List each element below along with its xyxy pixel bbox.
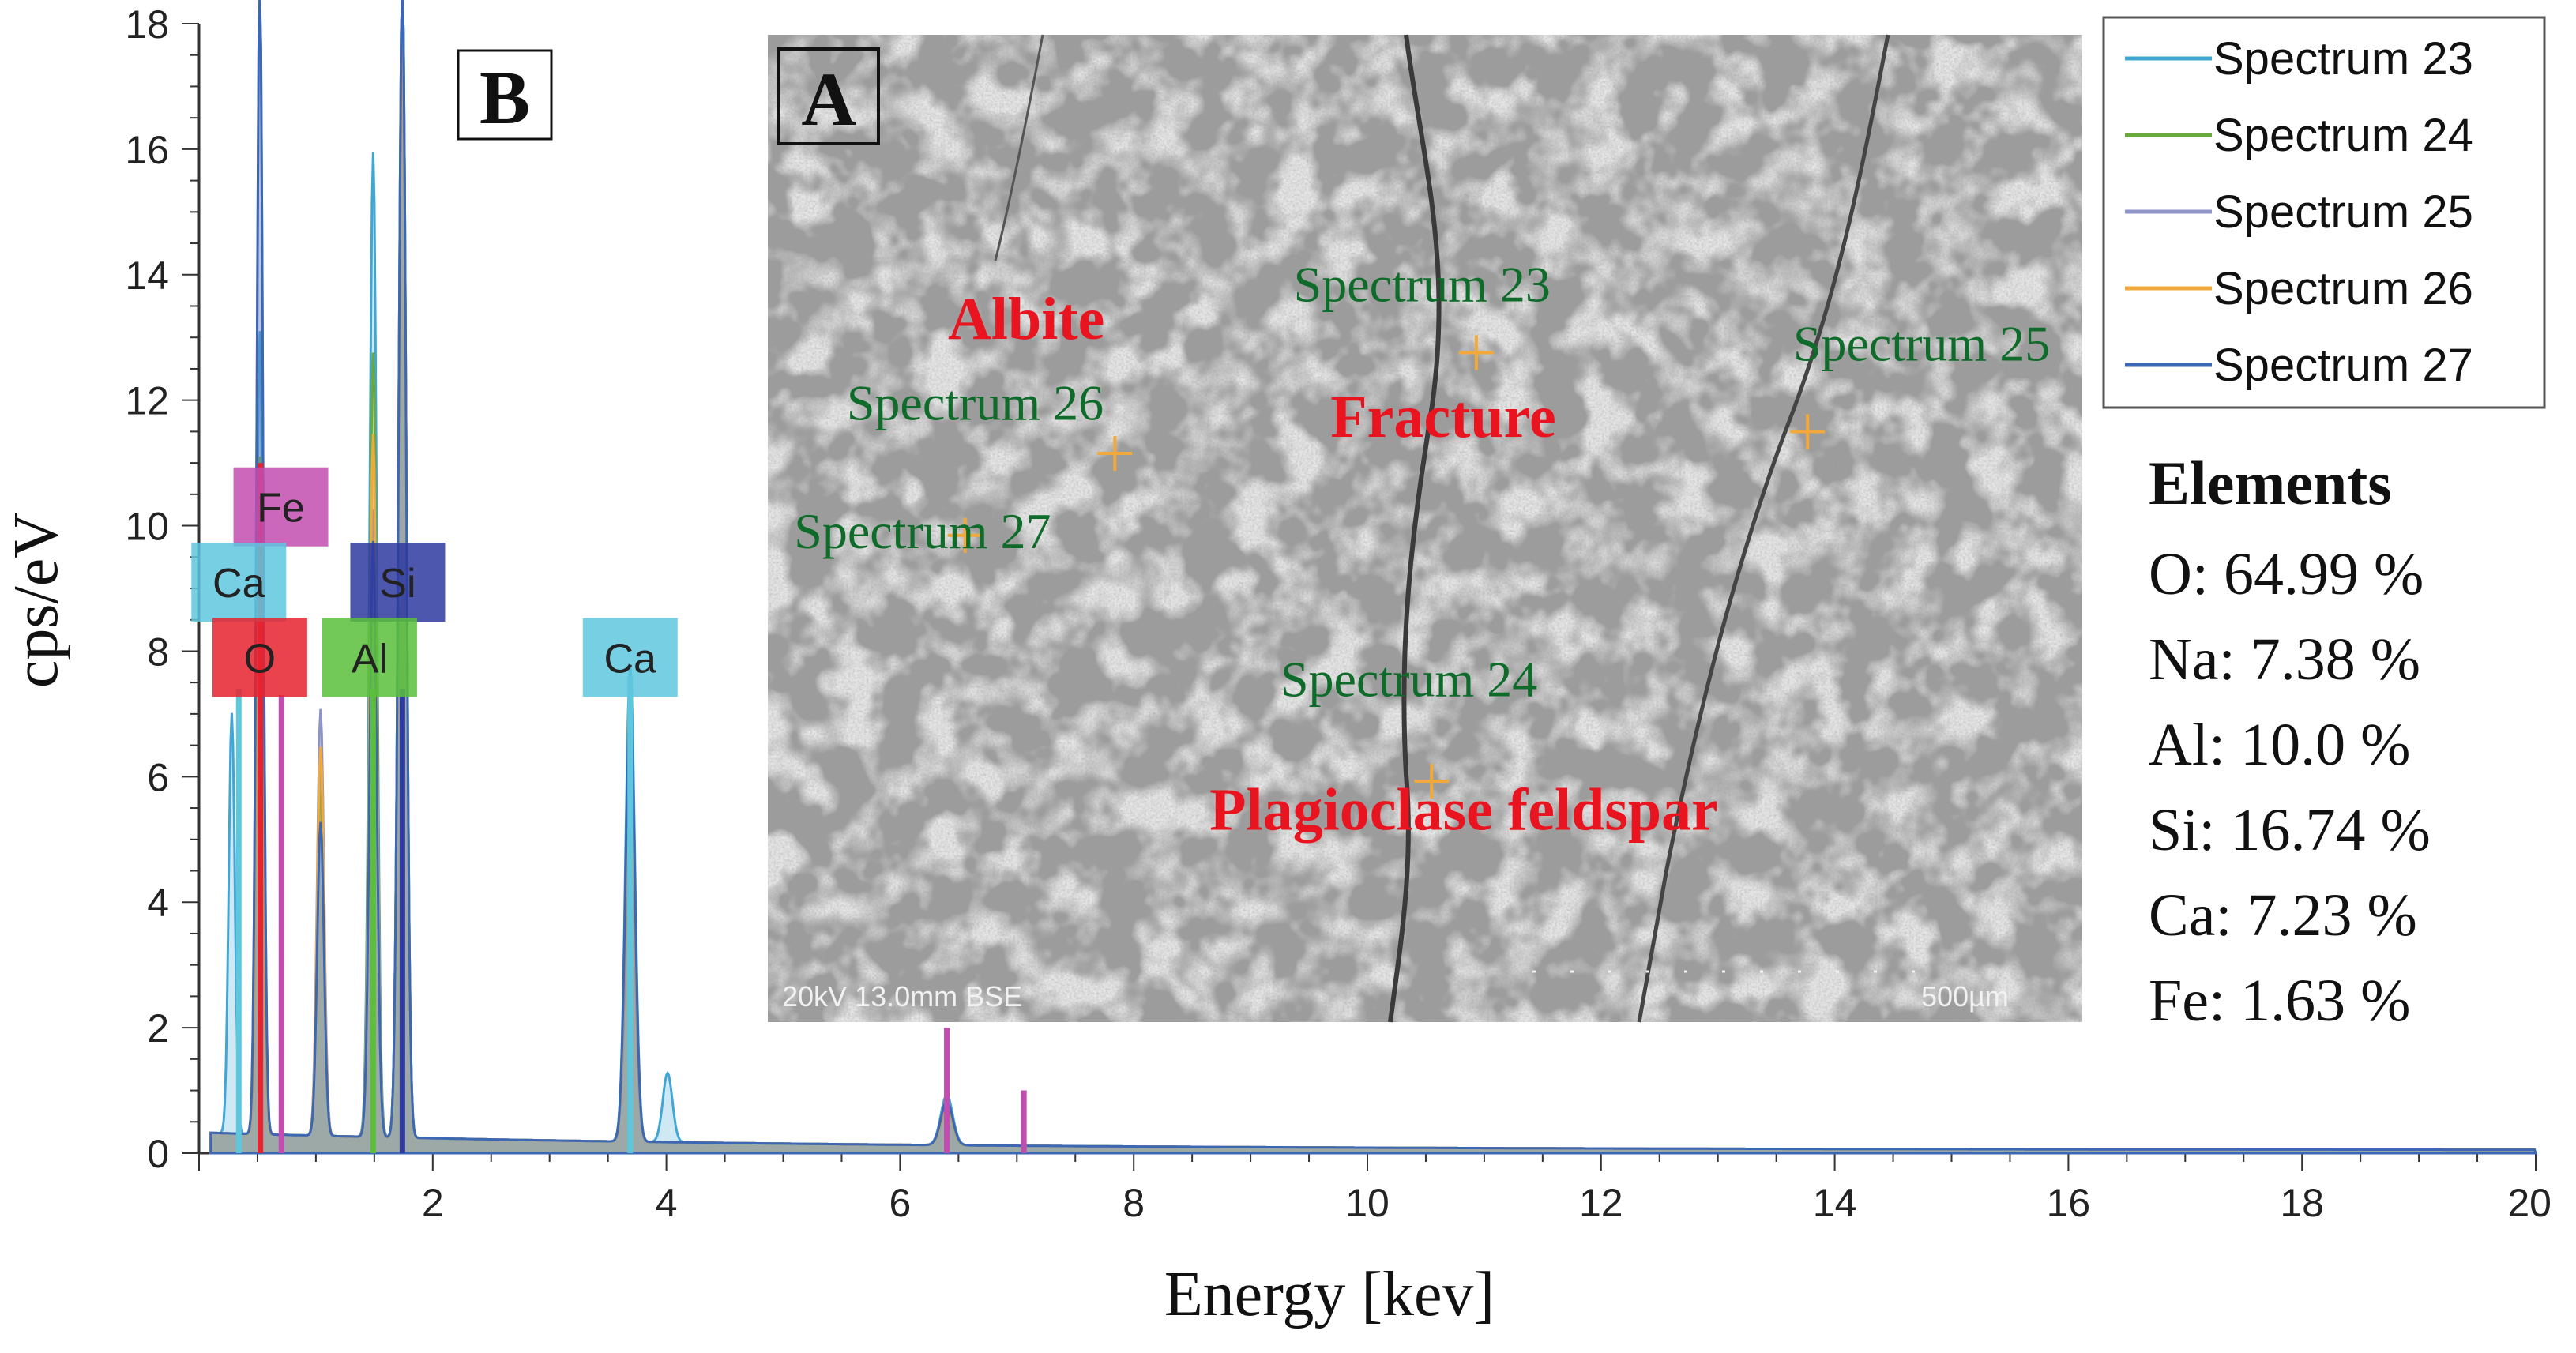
x-tick-label: 4 — [656, 1181, 678, 1225]
element-row: Na: 7.38 % — [2149, 626, 2420, 693]
spectrum-marker — [1097, 436, 1133, 471]
y-tick-label: 8 — [147, 630, 169, 674]
panel-a-label: A — [777, 47, 880, 145]
element-label-fe: Fe — [233, 467, 329, 547]
element-row: O: 64.99 % — [2149, 541, 2424, 607]
legend-entry: Spectrum 25 — [2125, 186, 2473, 238]
fracture-line-main — [1388, 34, 1442, 1023]
elements-composition-table: Elements O: 64.99 % Na: 7.38 % Al: 10.0 % S… — [2149, 449, 2431, 1034]
spectra-series — [209, 0, 2538, 1155]
x-tick-label: 8 — [1123, 1181, 1145, 1225]
spectrum-marker — [1790, 414, 1826, 449]
legend-label: Spectrum 27 — [2213, 340, 2473, 391]
y-tick-label: 2 — [147, 1006, 169, 1050]
fracture-line-left — [994, 34, 1044, 261]
svg-text:Ca: Ca — [212, 561, 265, 607]
y-tick-label: 4 — [147, 881, 169, 925]
sem-mineral-label: Albite — [948, 286, 1104, 352]
svg-text:A: A — [801, 57, 856, 141]
x-axis-title: Energy [kev] — [1164, 1260, 1495, 1329]
x-tick-label: 2 — [422, 1181, 444, 1225]
legend-entry: Spectrum 27 — [2125, 340, 2473, 391]
sem-mineral-label: Fracture — [1330, 384, 1556, 450]
y-tick-label: 16 — [125, 128, 169, 172]
fracture-line-right — [1637, 34, 1890, 1023]
svg-text:Al: Al — [352, 636, 388, 682]
y-tick-label: 18 — [125, 2, 169, 47]
legend-entry: Spectrum 26 — [2125, 263, 2473, 314]
x-tick-label: 14 — [1813, 1181, 1857, 1225]
legend-label: Spectrum 25 — [2213, 186, 2473, 238]
element-label-ca: Ca — [191, 543, 287, 622]
y-tick-label: 10 — [125, 505, 169, 549]
panel-b-label: B — [457, 49, 553, 141]
sem-scale-bar-label: 500µm — [1921, 980, 2009, 1013]
x-tick-label: 18 — [2280, 1181, 2324, 1225]
element-row: Ca: 7.23 % — [2149, 882, 2417, 949]
x-tick-label: 20 — [2507, 1181, 2552, 1225]
sem-spectrum-label: Spectrum 23 — [1294, 257, 1551, 313]
sem-spectrum-label: Spectrum 26 — [847, 375, 1104, 431]
legend: Spectrum 23 Spectrum 24 Spectrum 25 Spectru… — [2102, 16, 2546, 409]
y-tick-label: 0 — [147, 1132, 169, 1176]
y-axis-title: cps/eV — [2, 513, 71, 688]
svg-text:Si: Si — [379, 561, 416, 607]
svg-text:B: B — [479, 55, 530, 140]
y-tick-label: 14 — [125, 254, 169, 298]
axis-ticks: 2 4 6 8 10 12 14 16 18 20 0 2 4 6 8 10 12 14 16 18 — [125, 2, 2552, 1225]
series-spectrum-27 — [209, 0, 2538, 1155]
spectrum-marker — [947, 517, 983, 553]
legend-label: Spectrum 26 — [2213, 263, 2473, 314]
element-label-o: O — [212, 618, 307, 697]
x-tick-label: 12 — [1579, 1181, 1623, 1225]
spectrum-marker — [1414, 764, 1450, 799]
y-tick-label: 6 — [147, 755, 169, 799]
legend-entry: Spectrum 24 — [2125, 110, 2473, 161]
svg-text:Ca: Ca — [604, 636, 657, 682]
x-tick-label: 10 — [1345, 1181, 1390, 1225]
legend-label: Spectrum 23 — [2213, 33, 2473, 85]
x-tick-label: 16 — [2047, 1181, 2091, 1225]
legend-label: Spectrum 24 — [2213, 110, 2473, 161]
sem-spectrum-label: Spectrum 25 — [1793, 316, 2050, 372]
spectrum-marker — [1458, 335, 1494, 370]
svg-text:Fe: Fe — [257, 486, 305, 532]
y-tick-label: 12 — [125, 379, 169, 423]
element-label-si: Si — [350, 543, 446, 622]
legend-entry: Spectrum 23 — [2125, 33, 2473, 85]
elements-title: Elements — [2149, 449, 2392, 517]
sem-mineral-label: Plagioclase feldspar — [1209, 776, 1718, 843]
element-label-al: Al — [322, 618, 417, 697]
element-label-boxes: Fe Ca Si O Al Ca — [191, 467, 678, 697]
sem-spectrum-label: Spectrum 27 — [794, 503, 1051, 559]
element-row: Si: 16.74 % — [2149, 797, 2431, 863]
element-label-ca: Ca — [582, 618, 678, 697]
sem-spectrum-label: Spectrum 24 — [1280, 652, 1537, 708]
sem-acquisition-info: 20kV 13.0mm BSE — [782, 980, 1022, 1013]
svg-text:O: O — [244, 636, 276, 682]
element-row: Al: 10.0 % — [2149, 712, 2410, 778]
sem-image-inset: Spectrum 23 Spectrum 25 Spectrum 26 Spectru… — [768, 34, 2082, 1023]
x-tick-label: 6 — [889, 1181, 911, 1225]
element-row: Fe: 1.63 % — [2149, 968, 2410, 1034]
